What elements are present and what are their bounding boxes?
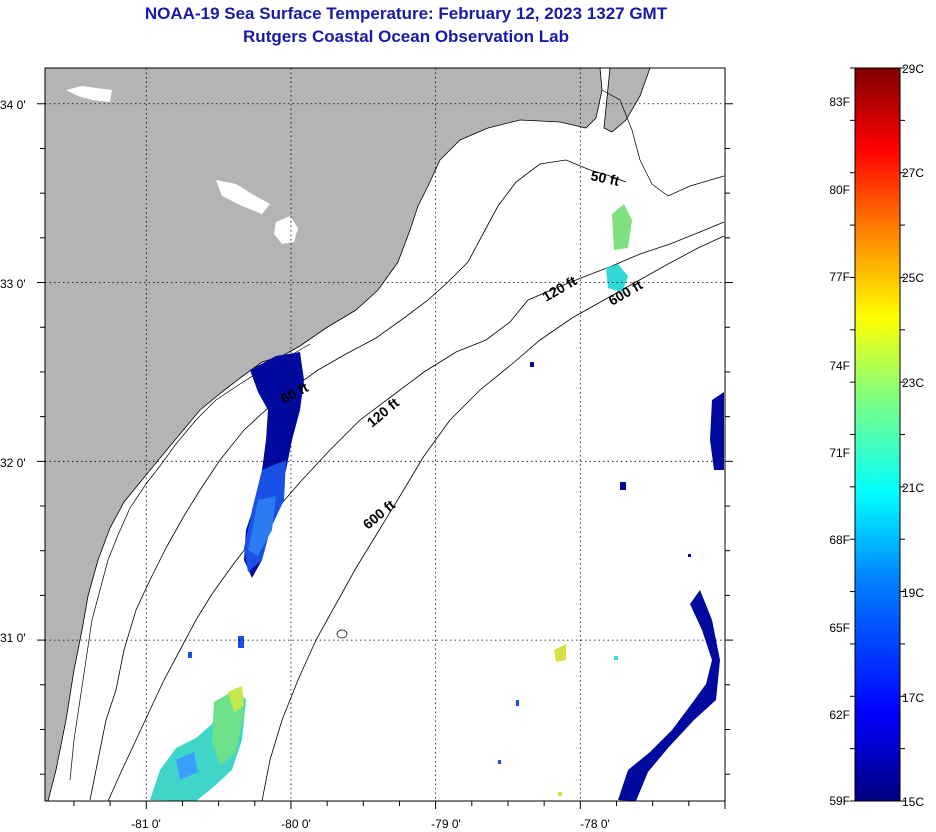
lon-label: -78 0' xyxy=(580,817,610,831)
lat-label: 31 0' xyxy=(0,631,26,645)
colorbar-c-label: 19C xyxy=(902,586,925,600)
lon-label: -80 0' xyxy=(281,817,311,831)
contour-label-50ft: 50 ft xyxy=(589,167,621,189)
colorbar-f-label: 59F xyxy=(829,794,850,808)
color-scale-bar xyxy=(854,67,901,802)
colorbar-f-label: 80F xyxy=(829,183,850,197)
colorbar-f-label: 83F xyxy=(829,95,850,109)
lat-label: 32 0' xyxy=(0,456,26,470)
colorbar-c-label: 15C xyxy=(902,795,925,809)
lon-label: -81 0' xyxy=(131,817,161,831)
colorbar-f-label: 65F xyxy=(829,621,850,635)
colorbar-f-label: 68F xyxy=(829,533,850,547)
colorbar-c-label: 25C xyxy=(902,271,925,285)
colorbar-f-label: 62F xyxy=(829,708,850,722)
map-title: NOAA-19 Sea Surface Temperature: Februar… xyxy=(144,4,668,23)
map-frame xyxy=(44,67,726,802)
colorbar-c-label: 27C xyxy=(902,166,925,180)
lat-label: 33 0' xyxy=(0,277,26,291)
lat-label: 34 0' xyxy=(0,98,26,112)
colorbar-c-label: 21C xyxy=(902,481,925,495)
axis-ticks xyxy=(37,103,733,809)
sst-patch-offshore-cold xyxy=(618,590,720,801)
map-area xyxy=(45,68,725,801)
colorbar-c-label: 17C xyxy=(902,691,925,705)
map-subtitle: Rutgers Coastal Ocean Observation Lab xyxy=(243,27,569,46)
colorbar-f-label: 77F xyxy=(829,270,850,284)
color-scale-ticks xyxy=(850,67,905,802)
contour-600ft xyxy=(261,235,725,801)
colorbar-f-label: 74F xyxy=(829,359,850,373)
graticule xyxy=(45,68,725,801)
contour-120ft xyxy=(107,221,725,801)
lon-label: -79 0' xyxy=(431,817,461,831)
contour-60ft xyxy=(89,159,627,801)
sst-patch-ne-warm xyxy=(612,204,632,250)
colorbar-c-label: 23C xyxy=(902,376,925,390)
colorbar-c-label: 29C xyxy=(902,62,925,76)
colorbar-f-label: 71F xyxy=(829,446,850,460)
